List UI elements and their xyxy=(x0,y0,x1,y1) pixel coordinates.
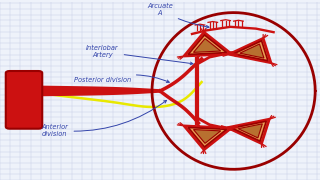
Polygon shape xyxy=(238,124,262,138)
Text: Anterior
division: Anterior division xyxy=(42,100,166,137)
Polygon shape xyxy=(184,32,231,56)
Polygon shape xyxy=(194,39,221,52)
FancyBboxPatch shape xyxy=(6,71,42,129)
Polygon shape xyxy=(39,86,160,96)
Text: Interlobar
Artery: Interlobar Artery xyxy=(86,45,193,65)
Text: Posterior division: Posterior division xyxy=(74,75,169,83)
Polygon shape xyxy=(194,130,221,143)
Polygon shape xyxy=(229,38,271,63)
Polygon shape xyxy=(240,44,264,58)
Polygon shape xyxy=(184,126,231,150)
Polygon shape xyxy=(232,121,266,141)
Text: Arcuate
A: Arcuate A xyxy=(147,3,209,28)
Polygon shape xyxy=(234,41,268,61)
Polygon shape xyxy=(228,119,269,143)
Polygon shape xyxy=(188,127,227,147)
Polygon shape xyxy=(188,35,227,54)
